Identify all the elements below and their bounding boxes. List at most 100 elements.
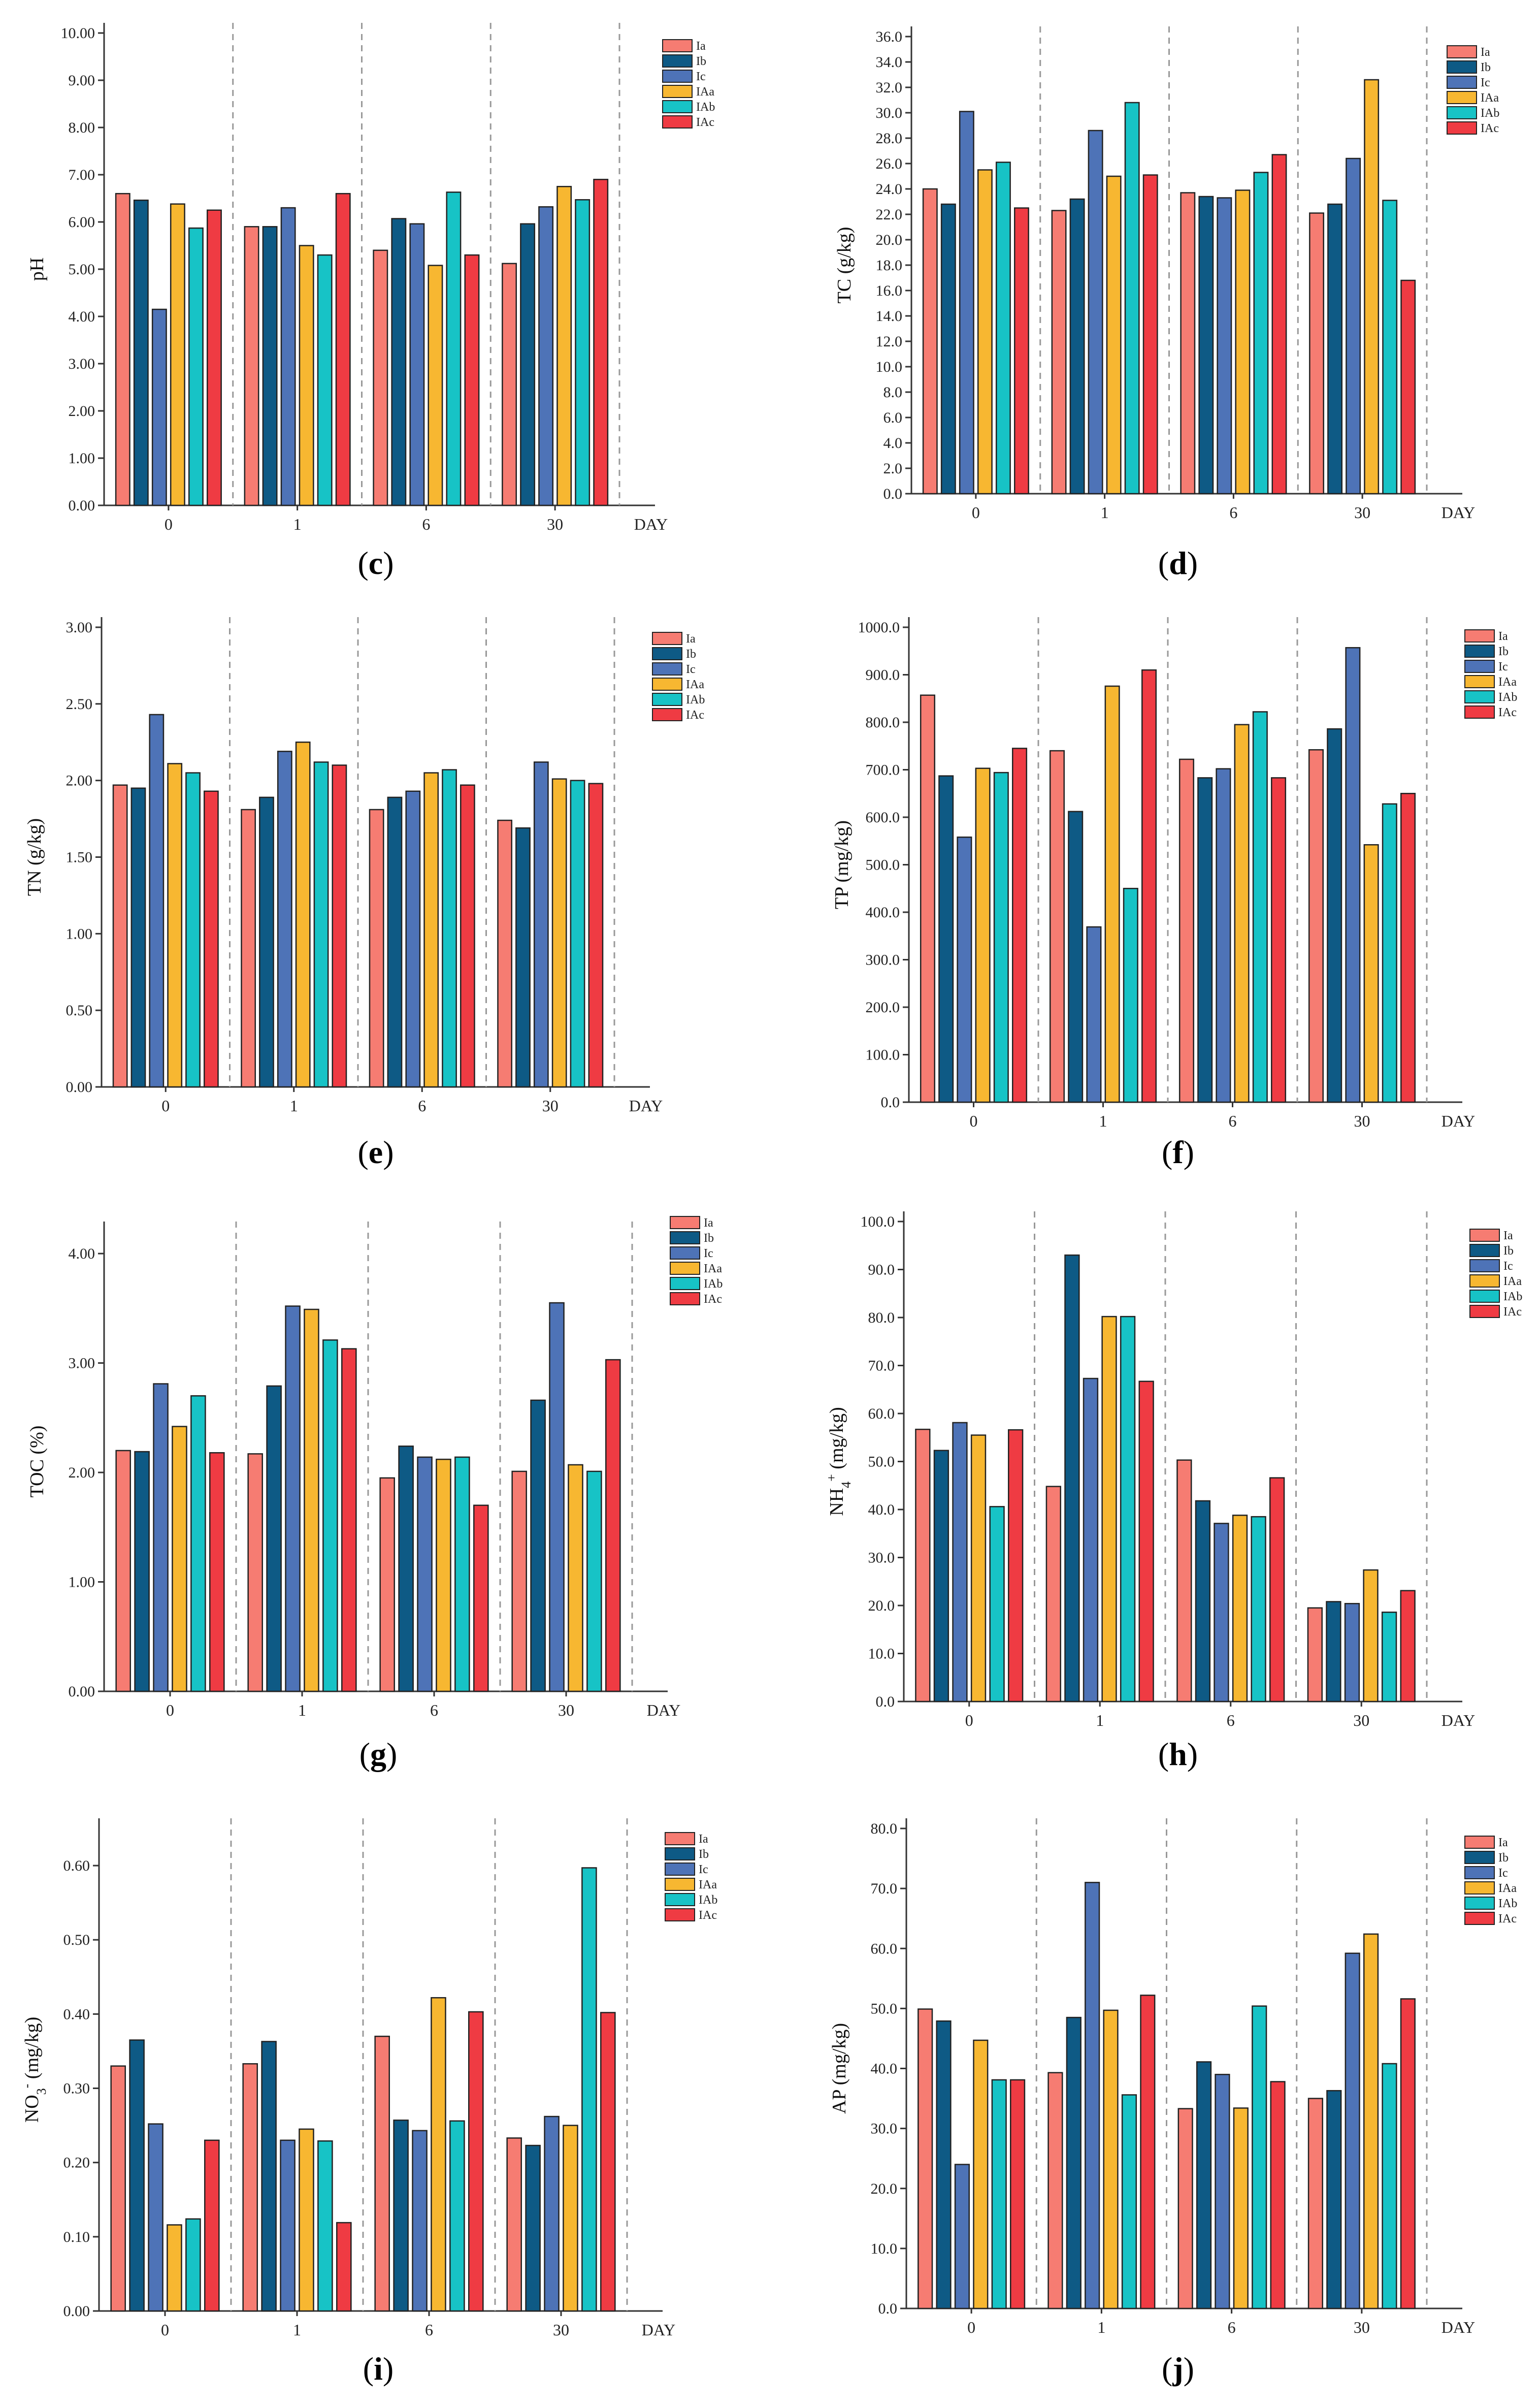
bar-IAb-day-1 xyxy=(1120,1315,1136,1703)
bar-IAa-day-30 xyxy=(556,186,572,506)
bar-Ic-day-0 xyxy=(959,111,974,495)
legend-label-IAa: IAa xyxy=(1498,676,1517,689)
bar-IAc-day-0 xyxy=(204,790,219,1088)
legend-label-IAa: IAa xyxy=(1481,91,1499,105)
bar-IAb-day-30 xyxy=(586,1470,602,1692)
bar-IAa-day-6 xyxy=(1232,1515,1248,1703)
bar-IAb-day-0 xyxy=(190,1395,206,1692)
bar-IAb-day-6 xyxy=(1253,172,1269,495)
y-tick-label: 40.0 xyxy=(871,2061,898,2077)
legend-label-IAb: IAb xyxy=(699,1893,717,1907)
chart-panel-c: 0.00 1.00 2.00 3.00 4.00 5.00 6.00 7.00 8.00 9.00… xyxy=(26,23,715,581)
legend-swatch-Ib xyxy=(1464,1851,1495,1864)
bar-IAb-day-6 xyxy=(1252,711,1268,1103)
legend-swatch-Ia xyxy=(652,632,682,645)
y-tick-label: 500.0 xyxy=(866,857,900,874)
bar-IAb-day-1 xyxy=(1123,888,1138,1103)
bar-IAa-day-30 xyxy=(1364,79,1380,495)
y-tick-label: 0.50 xyxy=(63,1932,90,1948)
chart-panel-j: 0.0 10.0 20.0 30.0 40.0 50.0 60.0 70.0 80.0 0 1 6 30… xyxy=(829,1818,1517,2387)
bar-Ic-day-0 xyxy=(151,308,167,506)
legend-swatch-Ib xyxy=(1447,60,1477,74)
bar-IAb-day-6 xyxy=(454,1456,470,1692)
legend-swatch-Ib xyxy=(662,54,693,68)
y-tick-label: 700.0 xyxy=(866,762,900,779)
y-tick-label: 800.0 xyxy=(866,714,900,731)
x-tick-label: 1 xyxy=(293,515,302,533)
bar-IAb-day-0 xyxy=(995,162,1011,495)
bar-Ib-day-0 xyxy=(933,1450,949,1703)
bar-IAb-day-6 xyxy=(442,769,457,1088)
bar-Ic-day-6 xyxy=(405,790,421,1088)
bar-Ib-day-6 xyxy=(387,796,403,1088)
bar-Ia-day-30 xyxy=(506,2137,522,2312)
y-tick-label: 0.10 xyxy=(63,2229,90,2245)
legend-label-Ib: Ib xyxy=(1481,61,1491,74)
y-tick-label: 1.50 xyxy=(66,849,93,866)
bar-IAa-day-0 xyxy=(970,1434,987,1703)
bar-IAc-day-6 xyxy=(1269,1477,1285,1703)
legend-swatch-IAc xyxy=(1469,1305,1500,1318)
bar-Ia-day-30 xyxy=(1309,212,1324,495)
x-tick-label: 6 xyxy=(1229,1112,1237,1130)
bar-Ib-day-30 xyxy=(515,827,531,1088)
x-tick-label: 0 xyxy=(165,515,173,533)
legend-swatch-Ia xyxy=(665,1832,695,1845)
legend-label-Ib: Ib xyxy=(1503,1244,1514,1258)
bar-IAa-day-0 xyxy=(975,767,991,1103)
bar-Ib-day-1 xyxy=(1064,1254,1080,1703)
bar-Ia-day-6 xyxy=(1177,2108,1193,2309)
legend-label-IAc: IAc xyxy=(704,1293,722,1306)
y-tick-label: 2.00 xyxy=(69,403,95,420)
bar-IAc-day-30 xyxy=(588,783,604,1088)
bar-IAb-day-0 xyxy=(185,772,201,1088)
bar-Ia-day-30 xyxy=(502,263,517,506)
bar-IAb-day-1 xyxy=(1124,102,1140,495)
bar-Ia-day-6 xyxy=(374,2035,390,2312)
x-tick-label: 30 xyxy=(547,515,563,533)
bar-Ia-day-6 xyxy=(1178,758,1194,1103)
legend-label-Ic: Ic xyxy=(699,1863,708,1876)
bar-IAb-day-30 xyxy=(1381,1611,1397,1703)
legend-swatch-Ia xyxy=(1464,629,1495,643)
panel-label-j: (j) xyxy=(1162,2351,1194,2387)
bar-IAb-day-30 xyxy=(570,780,585,1088)
bar-Ib-day-30 xyxy=(1327,203,1343,495)
bar-Ia-day-6 xyxy=(369,809,384,1088)
x-axis-day-label: DAY xyxy=(1441,2318,1475,2336)
y-tick-label: 8.0 xyxy=(883,384,903,401)
y-tick-label: 300.0 xyxy=(866,952,900,969)
bar-Ic-day-1 xyxy=(1086,926,1102,1103)
legend-swatch-IAa xyxy=(1464,1881,1495,1895)
y-tick-label: 0.0 xyxy=(876,1693,895,1710)
y-tick-label: 30.0 xyxy=(876,105,903,121)
bar-Ia-day-0 xyxy=(110,2065,126,2312)
y-tick-label: 2.0 xyxy=(883,460,903,477)
x-tick-label: 1 xyxy=(1096,1711,1104,1729)
bar-Ib-day-6 xyxy=(398,1446,414,1692)
bar-Ia-day-30 xyxy=(1308,749,1324,1103)
legend-label-IAb: IAb xyxy=(1498,1897,1517,1910)
legend-label-IAc: IAc xyxy=(686,709,704,722)
legend-label-Ib: Ib xyxy=(1498,645,1509,658)
y-tick-label: 30.0 xyxy=(871,2121,898,2137)
x-axis-day-label: DAY xyxy=(1441,503,1475,522)
bar-Ic-day-1 xyxy=(1083,1377,1099,1703)
y-tick-label: 6.00 xyxy=(69,214,95,231)
bar-Ic-day-6 xyxy=(1217,197,1232,495)
y-axis-label: TP (mg/kg) xyxy=(831,820,853,909)
bar-Ib-day-6 xyxy=(393,2120,409,2312)
x-tick-label: 1 xyxy=(293,2321,301,2339)
bar-Ia-day-0 xyxy=(922,188,938,495)
panel-label-f: (f) xyxy=(1162,1134,1194,1170)
legend-swatch-IAa xyxy=(1447,91,1477,104)
x-axis-day-label: DAY xyxy=(1441,1112,1475,1130)
bar-IAc-day-1 xyxy=(336,2222,352,2312)
y-tick-label: 4.00 xyxy=(69,1245,95,1262)
legend-label-Ia: Ia xyxy=(1498,1836,1508,1849)
legend-swatch-IAc xyxy=(1464,1912,1495,1925)
bar-Ib-day-0 xyxy=(129,2039,145,2312)
bar-Ib-day-6 xyxy=(391,218,407,506)
y-tick-label: 70.0 xyxy=(871,1880,898,1897)
y-tick-label: 4.00 xyxy=(69,308,95,325)
